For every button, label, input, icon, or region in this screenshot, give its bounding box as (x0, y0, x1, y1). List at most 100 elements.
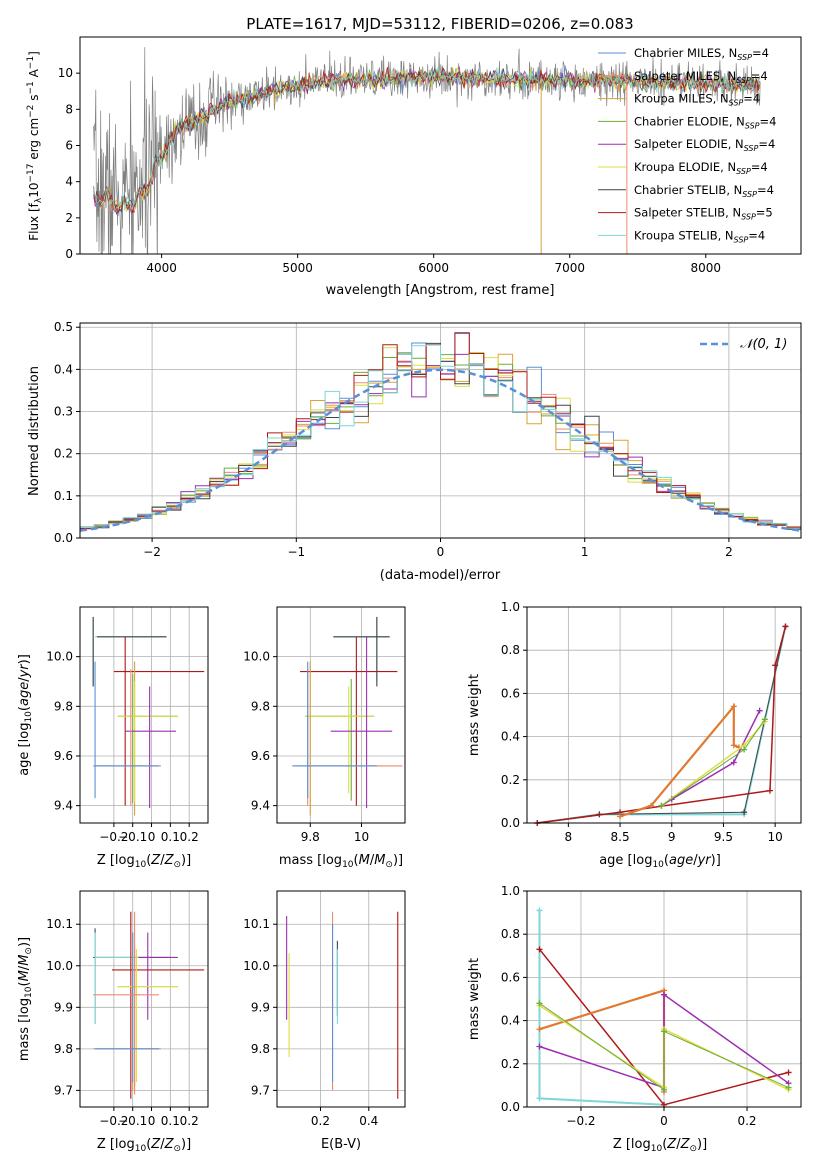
age-vs-z-ylabel: age [log10(age/yr)] (17, 654, 34, 776)
x-tick-label: 0 (437, 545, 445, 559)
y-tick-label: 9.7 (251, 1083, 270, 1097)
age-vs-z-panel: −0.2−0.1 0 0.1 0.2 9.4 9.6 9.8 10.0 Z [log10(Z/… (17, 606, 209, 870)
y-tick-label: 9.8 (54, 699, 73, 713)
mass-vs-z-xlabel: Z [log10(Z/Z⊙)] (97, 1137, 191, 1154)
x-tick-label: 0 (660, 1114, 668, 1128)
residuals-ylabel: Normed distribution (27, 366, 42, 496)
x-tick-label: 0 (148, 830, 156, 844)
y-tick-label: 10.1 (243, 917, 270, 931)
mass-vs-ebv-errorbars (286, 911, 399, 1099)
legend-label: Salpeter ELODIE, NSSP=4 (634, 137, 775, 153)
mass-weight-marker (536, 907, 543, 914)
mass-weight-line (539, 1002, 789, 1091)
weight-vs-age-lines (534, 623, 789, 826)
age-vs-mass-errorbars (292, 616, 403, 816)
y-tick-label: 0.3 (54, 405, 73, 419)
mass-weight-marker (782, 623, 789, 630)
age-vs-z-xlabel: Z [log10(Z/Z⊙)] (97, 853, 191, 870)
y-tick-label: 9.9 (251, 1000, 270, 1014)
y-tick-label: 0.6 (501, 970, 520, 984)
y-tick-label: 1.0 (501, 600, 520, 614)
y-tick-label: 9.9 (54, 1000, 73, 1014)
mass-vs-z-ticks: −0.2−0.1 0 0.1 0.2 9.7 9.8 9.9 10.0 10.1 (46, 917, 198, 1128)
age-vs-mass-grid (277, 607, 405, 823)
x-tick-label: 0.4 (359, 1114, 378, 1128)
legend-label: Chabrier STELIB, NSSP=4 (634, 183, 774, 199)
age-vs-z-ticks: −0.2−0.1 0 0.1 0.2 9.4 9.6 9.8 10.0 (46, 650, 198, 844)
spectrum-legend: Chabrier MILES, NSSP=4 Salpeter MILES, NS… (598, 46, 776, 244)
y-tick-label: 0.2 (54, 447, 73, 461)
x-tick-label: 0.1 (161, 830, 180, 844)
x-tick-label: −0.2 (566, 1114, 595, 1128)
x-tick-label: 2 (725, 545, 733, 559)
x-tick-label: 9.8 (301, 830, 320, 844)
x-tick-label: 10 (768, 830, 783, 844)
mass-weight-marker (730, 703, 737, 710)
y-tick-label: 0.2 (501, 1057, 520, 1071)
weight-vs-age-panel: 8 8.5 9 9.5 10 0.0 0.2 0.4 0.6 0.8 1.0 age [log10(… (467, 600, 802, 870)
x-tick-label: 1 (581, 545, 589, 559)
mass-vs-z-errorbars (93, 911, 205, 1099)
x-tick-label: 6000 (418, 261, 449, 275)
mass-vs-z-grid (80, 891, 208, 1107)
mass-vs-z-frame (79, 890, 209, 1108)
figure-title: PLATE=1617, MJD=53112, FIBERID=0206, z=0… (246, 15, 633, 33)
mass-weight-marker (661, 1086, 667, 1093)
y-tick-label: 9.4 (54, 799, 73, 813)
y-tick-label: 0.2 (501, 773, 520, 787)
weight-vs-z-ylabel: mass weight (467, 958, 482, 1040)
x-tick-label: 0.1 (161, 1114, 180, 1128)
weight-vs-z-lines (536, 907, 792, 1108)
x-tick-label: 8000 (691, 261, 722, 275)
normal-curve (79, 368, 802, 532)
y-tick-label: 10.0 (46, 650, 73, 664)
residuals-panel: −2 −1 0 1 2 0.0 0.1 0.2 0.3 0.4 0.5 𝒩(0, 1) (data-… (27, 320, 802, 583)
legend-label: Kroupa ELODIE, NSSP=4 (634, 160, 768, 176)
y-tick-label: 0.8 (501, 643, 520, 657)
y-tick-label: 2 (65, 211, 73, 225)
spectrum-curves (93, 47, 761, 254)
mass-vs-ebv-panel: 0.2 0.4 9.7 9.8 9.9 10.0 10.1 E(B-V) (243, 890, 406, 1152)
y-tick-label: 9.6 (251, 749, 270, 763)
y-tick-label: 0.1 (54, 489, 73, 503)
spectrum-ylabel: Flux [fλ10−17 erg cm−2 s−1 A−1] (26, 51, 44, 241)
mass-weight-marker (536, 1026, 543, 1033)
y-tick-label: 0.6 (501, 686, 520, 700)
y-tick-label: 0.4 (501, 1014, 520, 1028)
x-tick-label: −0.2 (99, 830, 128, 844)
x-tick-label: 9.5 (714, 830, 733, 844)
residuals-ticks: −2 −1 0 1 2 0.0 0.1 0.2 0.3 0.4 0.5 (54, 320, 733, 559)
x-tick-label: 4000 (146, 261, 177, 275)
mass-vs-z-panel: −0.2−0.1 0 0.1 0.2 9.7 9.8 9.9 10.0 10.1 Z [log1… (17, 890, 209, 1154)
x-tick-label: −0.1 (118, 1114, 147, 1128)
weight-vs-z-ticks: −0.2 0 0.2 0.0 0.2 0.4 0.6 0.8 1.0 (501, 884, 757, 1128)
y-tick-label: 1.0 (501, 884, 520, 898)
y-tick-label: 0.4 (501, 730, 520, 744)
y-tick-label: 9.8 (54, 1042, 73, 1056)
y-tick-label: 6 (65, 139, 73, 153)
mass-weight-marker (741, 746, 748, 753)
spectrum-panel: 4000 5000 6000 7000 8000 0 2 4 6 8 10 Chabrier MIL… (26, 36, 802, 298)
residuals-xlabel: (data-model)/error (380, 568, 501, 583)
x-tick-label: 0.2 (180, 830, 199, 844)
y-tick-label: 9.6 (54, 749, 73, 763)
y-tick-label: 9.8 (251, 699, 270, 713)
age-vs-mass-ticks: 9.8 10 9.4 9.6 9.8 10.0 (243, 650, 369, 844)
mass-weight-marker (785, 1084, 792, 1091)
y-tick-label: 10.0 (243, 959, 270, 973)
x-tick-label: 7000 (554, 261, 585, 275)
x-tick-label: 0.2 (180, 1114, 199, 1128)
x-tick-label: −0.2 (99, 1114, 128, 1128)
y-tick-label: 0.0 (501, 816, 520, 830)
mass-vs-ebv-ticks: 0.2 0.4 9.7 9.8 9.9 10.0 10.1 (243, 917, 378, 1128)
mass-vs-ebv-frame (276, 890, 406, 1108)
y-tick-label: 0.0 (54, 531, 73, 545)
x-tick-label: 0 (148, 1114, 156, 1128)
y-tick-label: 10 (58, 66, 73, 80)
x-tick-label: 8 (565, 830, 573, 844)
model-spectrum-line (93, 66, 760, 212)
residual-histogram (80, 344, 801, 529)
mass-weight-marker (785, 1069, 792, 1076)
normal-legend-label: 𝒩(0, 1) (740, 337, 787, 352)
